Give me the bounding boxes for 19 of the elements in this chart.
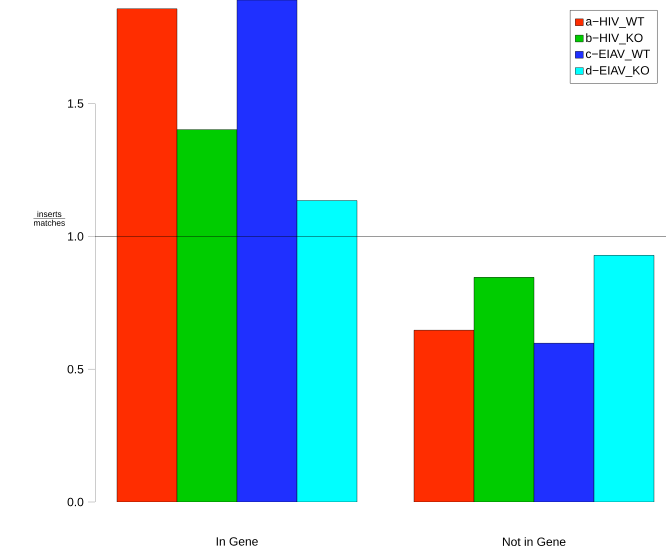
legend-label: d−EIAV_KO bbox=[586, 66, 650, 77]
legend-label: a−HIV_WT bbox=[586, 17, 644, 28]
bar bbox=[116, 8, 178, 502]
legend-label: b−HIV_KO bbox=[586, 33, 643, 44]
y-tick-label: 1.5 bbox=[68, 99, 84, 108]
x-tick-label: Not in Gene bbox=[502, 537, 566, 546]
bar bbox=[296, 200, 358, 502]
y-tick-label: 0.5 bbox=[68, 364, 84, 374]
bar bbox=[534, 342, 594, 502]
y-tick-label: 0.0 bbox=[68, 498, 84, 506]
bar bbox=[236, 0, 298, 502]
bar bbox=[414, 330, 474, 502]
x-tick-label: In Gene bbox=[216, 537, 258, 546]
bar bbox=[176, 129, 238, 502]
bar bbox=[594, 255, 654, 502]
y-tick-label: 1.0 bbox=[68, 232, 84, 241]
legend-label: c−EIAV_WT bbox=[586, 50, 650, 60]
bar bbox=[474, 277, 534, 502]
y-axis-title: $\frac{\mathrm{inserts}}{\mathrm{matches}}$ bbox=[33, 210, 66, 226]
